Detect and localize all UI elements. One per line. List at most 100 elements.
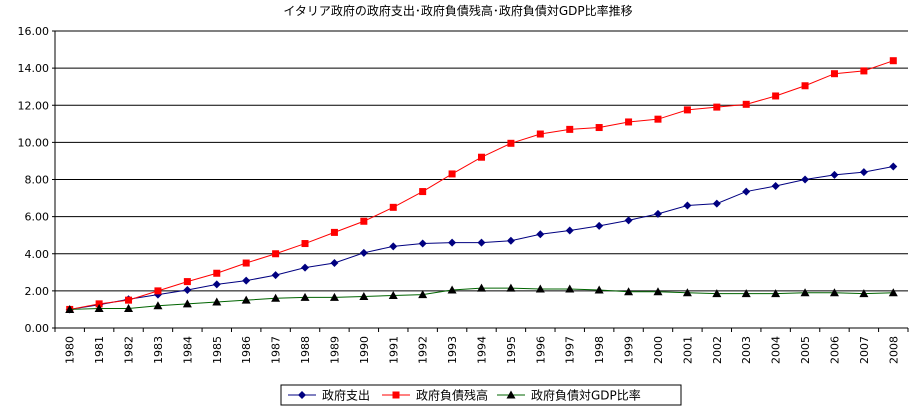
- data-point-square: [536, 130, 544, 138]
- data-point-square: [392, 391, 400, 399]
- data-point-square: [154, 287, 162, 295]
- data-point-diamond: [595, 221, 604, 230]
- x-tick-label: 1984: [181, 336, 194, 364]
- series-2: [66, 57, 897, 313]
- data-point-diamond: [271, 271, 280, 280]
- data-point-triangle: [535, 284, 545, 293]
- data-point-diamond: [801, 175, 810, 184]
- data-point-square: [683, 106, 691, 114]
- data-point-triangle: [506, 390, 516, 399]
- x-tick-label: 1999: [623, 336, 636, 364]
- data-point-diamond: [448, 238, 457, 247]
- data-point-square: [448, 170, 456, 178]
- x-tick-label: 1980: [64, 336, 77, 364]
- x-tick-label: 1991: [387, 336, 400, 364]
- data-point-diamond: [242, 276, 251, 285]
- data-point-triangle: [682, 288, 692, 297]
- data-point-diamond: [771, 181, 780, 190]
- data-point-triangle: [624, 287, 634, 296]
- series-line: [69, 60, 894, 310]
- data-point-triangle: [771, 289, 781, 298]
- data-point-square: [772, 92, 780, 100]
- legend: 政府支出 政府負債残高 政府負債対GDP比率: [280, 384, 682, 406]
- data-point-triangle: [329, 292, 339, 301]
- data-point-square: [595, 124, 603, 132]
- data-point-triangle: [829, 288, 839, 297]
- data-point-square: [125, 296, 133, 304]
- x-tick-label: 2001: [681, 336, 694, 364]
- data-point-diamond: [418, 239, 427, 248]
- data-point-triangle: [241, 295, 251, 304]
- data-point-square: [478, 153, 485, 161]
- data-point-diamond: [889, 162, 898, 171]
- data-point-square: [183, 278, 191, 286]
- series-3: [65, 283, 898, 313]
- data-point-triangle: [212, 297, 222, 306]
- y-tick-label: 12.00: [18, 99, 50, 112]
- data-point-triangle: [271, 293, 281, 302]
- data-point-triangle: [94, 304, 104, 313]
- y-tick-label: 8.00: [25, 174, 50, 187]
- y-tick-labels: 0.00 2.00 4.00 6.00 8.00 10.00 12.00 14.00 16.00: [18, 25, 50, 335]
- x-tick-label: 1996: [534, 336, 547, 364]
- x-tick-label: 1992: [417, 336, 430, 364]
- data-point-triangle: [388, 291, 398, 300]
- x-tick-label: 1981: [93, 336, 106, 364]
- data-point-diamond: [859, 168, 868, 177]
- data-point-triangle: [859, 289, 869, 298]
- data-point-triangle: [300, 292, 310, 301]
- x-tick-label: 1986: [240, 336, 253, 364]
- legend-box: [280, 384, 682, 406]
- data-point-square: [889, 57, 897, 65]
- data-point-triangle: [447, 285, 457, 294]
- data-point-triangle: [712, 289, 722, 298]
- axes: [52, 30, 909, 332]
- data-point-triangle: [359, 291, 369, 300]
- data-point-triangle: [888, 288, 898, 297]
- data-point-triangle: [418, 290, 428, 299]
- x-tick-label: 1987: [270, 336, 283, 364]
- x-tick-labels: 1980 1981 1982 1983 1984 1985 1986 1987 1988 1989…: [64, 336, 901, 364]
- legend-label: 政府負債残高: [416, 388, 488, 403]
- x-tick-label: 1988: [299, 336, 312, 364]
- data-point-diamond: [212, 280, 221, 289]
- x-tick-label: 2002: [711, 336, 724, 364]
- x-tick-label: 1995: [505, 336, 518, 364]
- x-tick-label: 1997: [564, 336, 577, 364]
- data-point-square: [566, 125, 574, 133]
- data-point-diamond: [359, 248, 368, 257]
- data-point-square: [360, 217, 368, 225]
- data-point-square: [95, 300, 103, 308]
- data-point-triangle: [182, 299, 192, 308]
- data-point-square: [213, 269, 221, 277]
- data-point-diamond: [298, 391, 306, 399]
- y-tick-label: 16.00: [18, 25, 50, 38]
- legend-label: 政府支出: [322, 388, 370, 403]
- data-point-diamond: [683, 201, 692, 210]
- data-point-triangle: [477, 283, 486, 292]
- x-tick-label: 1990: [358, 336, 371, 364]
- data-point-diamond: [389, 242, 398, 251]
- data-point-triangle: [65, 304, 75, 313]
- series-1: [65, 162, 898, 314]
- x-tick-label: 2007: [858, 336, 871, 364]
- data-point-triangle: [653, 287, 663, 296]
- x-tick-label: 1989: [328, 336, 341, 364]
- data-point-diamond: [830, 170, 839, 179]
- data-point-diamond: [565, 226, 574, 235]
- data-point-square: [830, 70, 838, 78]
- data-point-square: [801, 82, 809, 90]
- data-point-square: [713, 103, 721, 111]
- y-tick-label: 6.00: [25, 211, 50, 224]
- data-point-triangle: [153, 301, 163, 310]
- data-point-diamond: [301, 263, 310, 272]
- x-tick-label: 1985: [211, 336, 224, 364]
- data-point-diamond: [506, 236, 515, 245]
- data-point-diamond: [712, 199, 721, 208]
- grid-lines: [55, 30, 908, 292]
- data-point-triangle: [506, 283, 516, 292]
- data-point-square: [654, 115, 662, 123]
- data-point-diamond: [183, 285, 192, 294]
- y-tick-label: 14.00: [18, 62, 50, 75]
